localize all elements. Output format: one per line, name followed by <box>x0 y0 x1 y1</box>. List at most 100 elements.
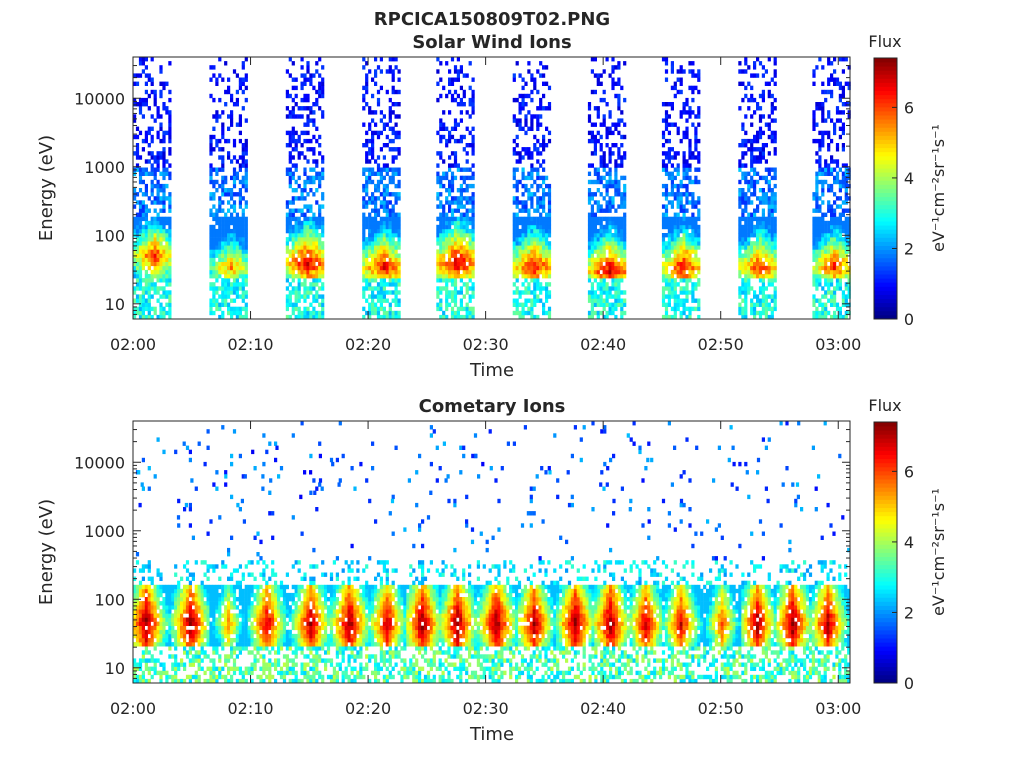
spectrogram-cell <box>841 212 845 217</box>
spectrogram-cell <box>770 102 774 107</box>
spectrogram-cell <box>827 114 831 119</box>
spectrogram-cell <box>468 306 472 312</box>
spectrogram-cell <box>838 274 842 279</box>
spectrogram-cell <box>303 249 307 254</box>
spectrogram-cell <box>362 265 366 271</box>
spectrogram-cell <box>747 216 751 222</box>
spectrogram-cell <box>376 269 381 275</box>
spectrogram-cell <box>593 167 597 172</box>
spectrogram-cell <box>138 310 143 316</box>
spectrogram-cell <box>385 249 389 254</box>
spectrogram-cell <box>468 237 472 242</box>
spectrogram-cell <box>661 224 666 230</box>
spectrogram-cell <box>608 245 612 250</box>
spectrogram-cell <box>682 237 686 242</box>
colorbar-step <box>874 74 897 79</box>
spectrogram-cell <box>391 89 395 95</box>
spectrogram-cell <box>741 196 745 201</box>
spectrogram-cell <box>827 257 831 262</box>
spectrogram-cell <box>521 314 525 320</box>
spectrogram-cell <box>545 253 549 258</box>
spectrogram-cell <box>315 290 319 295</box>
spectrogram-cell <box>362 122 366 127</box>
spectrogram-cell <box>465 143 469 148</box>
spectrogram-cell <box>159 249 163 254</box>
spectrogram-cell <box>824 241 828 246</box>
spectrogram-cell <box>602 183 606 189</box>
spectrogram-cell <box>682 286 686 291</box>
spectrogram-cell <box>385 220 389 226</box>
spectrogram-cell <box>141 57 145 62</box>
spectrogram-cell <box>821 192 825 197</box>
spectrogram-cell <box>294 167 298 172</box>
spectrogram-cell <box>767 237 771 242</box>
spectrogram-cell <box>318 151 322 156</box>
spectrogram-cell <box>747 138 751 144</box>
spectrogram-cell <box>830 89 834 95</box>
spectrogram-cell <box>670 233 674 238</box>
spectrogram-cell <box>744 93 748 99</box>
spectrogram-cell <box>827 163 831 168</box>
spectrogram-cell <box>767 122 771 127</box>
spectrogram-cell <box>445 196 449 201</box>
spectrogram-cell <box>141 245 145 250</box>
spectrogram-cell <box>611 216 615 222</box>
spectrogram-cell <box>285 114 289 119</box>
spectrogram-cell <box>758 241 763 246</box>
colorbar-step <box>874 265 897 271</box>
spectrogram-cell <box>844 274 848 279</box>
spectrogram-cell <box>138 200 143 205</box>
spectrogram-cell <box>212 310 216 316</box>
spectrogram-cell <box>309 188 313 193</box>
spectrogram-cell <box>388 126 392 131</box>
spectrogram-cell <box>664 208 669 213</box>
spectrogram-cell <box>459 290 463 295</box>
spectrogram-cell <box>824 306 828 312</box>
spectrogram-cell <box>824 224 828 230</box>
spectrogram-cell <box>512 274 516 279</box>
spectrogram-cell <box>385 274 389 279</box>
spectrogram-cell <box>315 269 319 275</box>
spectrogram-cell <box>315 175 319 181</box>
spectrogram-cell <box>312 294 316 299</box>
spectrogram-cell <box>667 290 671 295</box>
spectrogram-cell <box>676 89 680 95</box>
spectrogram-cell <box>288 143 292 148</box>
spectrogram-cell <box>773 261 777 267</box>
spectrogram-cell <box>744 151 748 156</box>
spectrogram-cell <box>518 241 522 246</box>
spectrogram-cell <box>218 216 222 222</box>
spectrogram-cell <box>456 73 460 78</box>
spectrogram-cell <box>673 216 677 222</box>
spectrogram-cell <box>744 61 748 66</box>
spectrogram-cell <box>285 224 289 230</box>
spectrogram-cell <box>547 274 552 279</box>
spectrogram-cell <box>750 269 754 275</box>
spectrogram-cell <box>147 286 151 291</box>
spectrogram-cell <box>315 298 319 303</box>
spectrogram-cell <box>590 130 594 136</box>
spectrogram-cell <box>694 274 698 279</box>
spectrogram-cell <box>388 278 392 283</box>
spectrogram-cell <box>468 200 472 205</box>
spectrogram-cell <box>676 261 680 267</box>
spectrogram-cell <box>753 147 757 152</box>
spectrogram-cell <box>756 159 760 164</box>
spectrogram-cell <box>539 106 543 111</box>
spectrogram-cell <box>812 73 816 78</box>
spectrogram-cell <box>238 237 242 242</box>
spectrogram-cell <box>815 192 819 197</box>
spectrogram-cell <box>391 208 395 213</box>
spectrogram-cell <box>465 183 469 189</box>
spectrogram-cell <box>545 65 549 70</box>
spectrogram-cell <box>306 261 310 267</box>
spectrogram-cell <box>230 245 234 250</box>
spectrogram-cell <box>397 192 401 197</box>
spectrogram-cell <box>376 188 381 193</box>
spectrogram-cell <box>833 302 837 307</box>
spectrogram-cell <box>547 290 552 295</box>
spectrogram-cell <box>144 102 148 107</box>
spectrogram-cell <box>691 85 695 91</box>
spectrogram-cell <box>391 73 395 78</box>
spectrogram-cell <box>694 282 698 287</box>
